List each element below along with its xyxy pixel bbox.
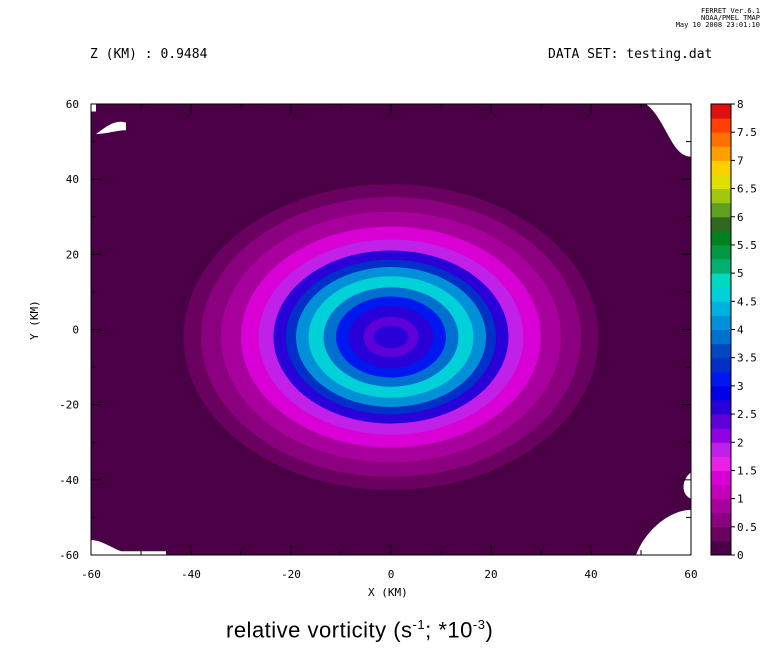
colorbar-swatch — [711, 343, 731, 359]
y-tick-label: 0 — [72, 324, 79, 337]
x-tick-label: -40 — [181, 568, 201, 581]
title-superscript-1: -1 — [412, 617, 426, 632]
colorbar-tick-label: 6.5 — [737, 183, 757, 196]
missing-data-region — [636, 509, 691, 555]
colorbar-swatch — [711, 371, 731, 387]
colorbar-swatch — [711, 188, 731, 204]
x-tick-label: -20 — [281, 568, 301, 581]
x-tick-label: 40 — [584, 568, 597, 581]
colorbar-tick-label: 4.5 — [737, 295, 757, 308]
colorbar-swatch — [711, 104, 731, 119]
title-text: relative vorticity (s — [226, 617, 413, 643]
colorbar-tick-label: 0 — [737, 549, 744, 562]
colorbar-swatch — [711, 498, 731, 514]
colorbar-tick-label: 2 — [737, 436, 744, 449]
contour-band-core — [373, 325, 409, 349]
colorbar-tick-label: 6 — [737, 211, 744, 224]
colorbar-swatch — [711, 428, 731, 443]
title-superscript-2: -3 — [472, 617, 486, 632]
colorbar-swatch — [711, 484, 731, 500]
colorbar-swatch — [711, 273, 731, 288]
missing-data-region — [96, 121, 126, 135]
x-tick-label: 20 — [484, 568, 497, 581]
colorbar-swatch — [711, 174, 731, 190]
credit-line-2: NOAA/PMEL TMAP — [700, 14, 760, 22]
colorbar-swatch — [711, 414, 731, 429]
colorbar-swatch — [711, 329, 731, 345]
contour-field — [91, 104, 691, 555]
y-tick-label: -20 — [59, 399, 79, 412]
y-tick-label: -40 — [59, 474, 79, 487]
colorbar-tick-label: 7.5 — [737, 126, 757, 139]
colorbar-swatch — [711, 132, 731, 147]
colorbar-tick-label: 4 — [737, 324, 744, 337]
missing-data-region — [683, 472, 691, 499]
colorbar-tick-label: 8 — [737, 98, 744, 111]
y-tick-label: 60 — [66, 98, 79, 111]
colorbar-swatch — [711, 301, 731, 316]
colorbar-swatch — [711, 442, 731, 457]
missing-data-region — [91, 539, 166, 555]
colorbar-tick-label: 3 — [737, 380, 744, 393]
y-tick-label: 20 — [66, 248, 79, 261]
title-end: ) — [485, 617, 494, 643]
colorbar-swatch — [711, 244, 731, 260]
colorbar-tick-label: 0.5 — [737, 521, 757, 534]
z-level-label: Z (KM) : 0.9484 — [90, 47, 208, 62]
chart-title: relative vorticity (s-1; *10-3) — [226, 617, 493, 643]
colorbar-swatch — [711, 160, 731, 175]
colorbar-tick-label: 3.5 — [737, 352, 757, 365]
colorbar-swatch — [711, 357, 731, 373]
colorbar-tick-label: 1.5 — [737, 464, 757, 477]
colorbar-swatch — [711, 202, 731, 218]
x-axis-label: X (KM) — [368, 586, 408, 599]
colorbar-swatch — [711, 526, 731, 542]
colorbar-swatch — [711, 259, 731, 274]
dataset-label: DATA SET: testing.dat — [548, 47, 713, 62]
colorbar-swatch — [711, 146, 731, 161]
x-tick-label: -60 — [81, 568, 101, 581]
y-tick-label: -60 — [59, 549, 79, 562]
credit-line-1: FERRET Ver.6.1 — [700, 7, 760, 15]
colorbar-tick-label: 2.5 — [737, 408, 757, 421]
ferret-credit: FERRET Ver.6.1 NOAA/PMEL TMAP May 10 200… — [676, 8, 760, 29]
colorbar-swatch — [711, 470, 731, 486]
colorbar-tick-label: 5.5 — [737, 239, 757, 252]
colorbar-swatch — [711, 230, 731, 246]
colorbar-tick-label: 7 — [737, 154, 744, 167]
y-axis-label: Y (KM) — [28, 300, 41, 340]
x-tick-label: 60 — [684, 568, 697, 581]
credit-line-3: May 10 2008 23:01:10 — [675, 21, 760, 29]
colorbar-swatch — [711, 456, 731, 471]
colorbar-swatch — [711, 512, 731, 528]
colorbar-tick-label: 5 — [737, 267, 744, 280]
title-mid: ; *10 — [425, 617, 473, 643]
colorbar-tick-label: 1 — [737, 493, 744, 506]
colorbar-swatch — [711, 385, 731, 401]
colorbar-swatch — [711, 287, 731, 302]
y-tick-label: 40 — [66, 173, 79, 186]
colorbar-swatch — [711, 216, 731, 232]
x-tick-label: 0 — [388, 568, 395, 581]
colorbar-swatch — [711, 315, 731, 330]
colorbar-swatch — [711, 399, 731, 415]
colorbar-swatch — [711, 118, 731, 133]
colorbar-swatch — [711, 540, 731, 556]
